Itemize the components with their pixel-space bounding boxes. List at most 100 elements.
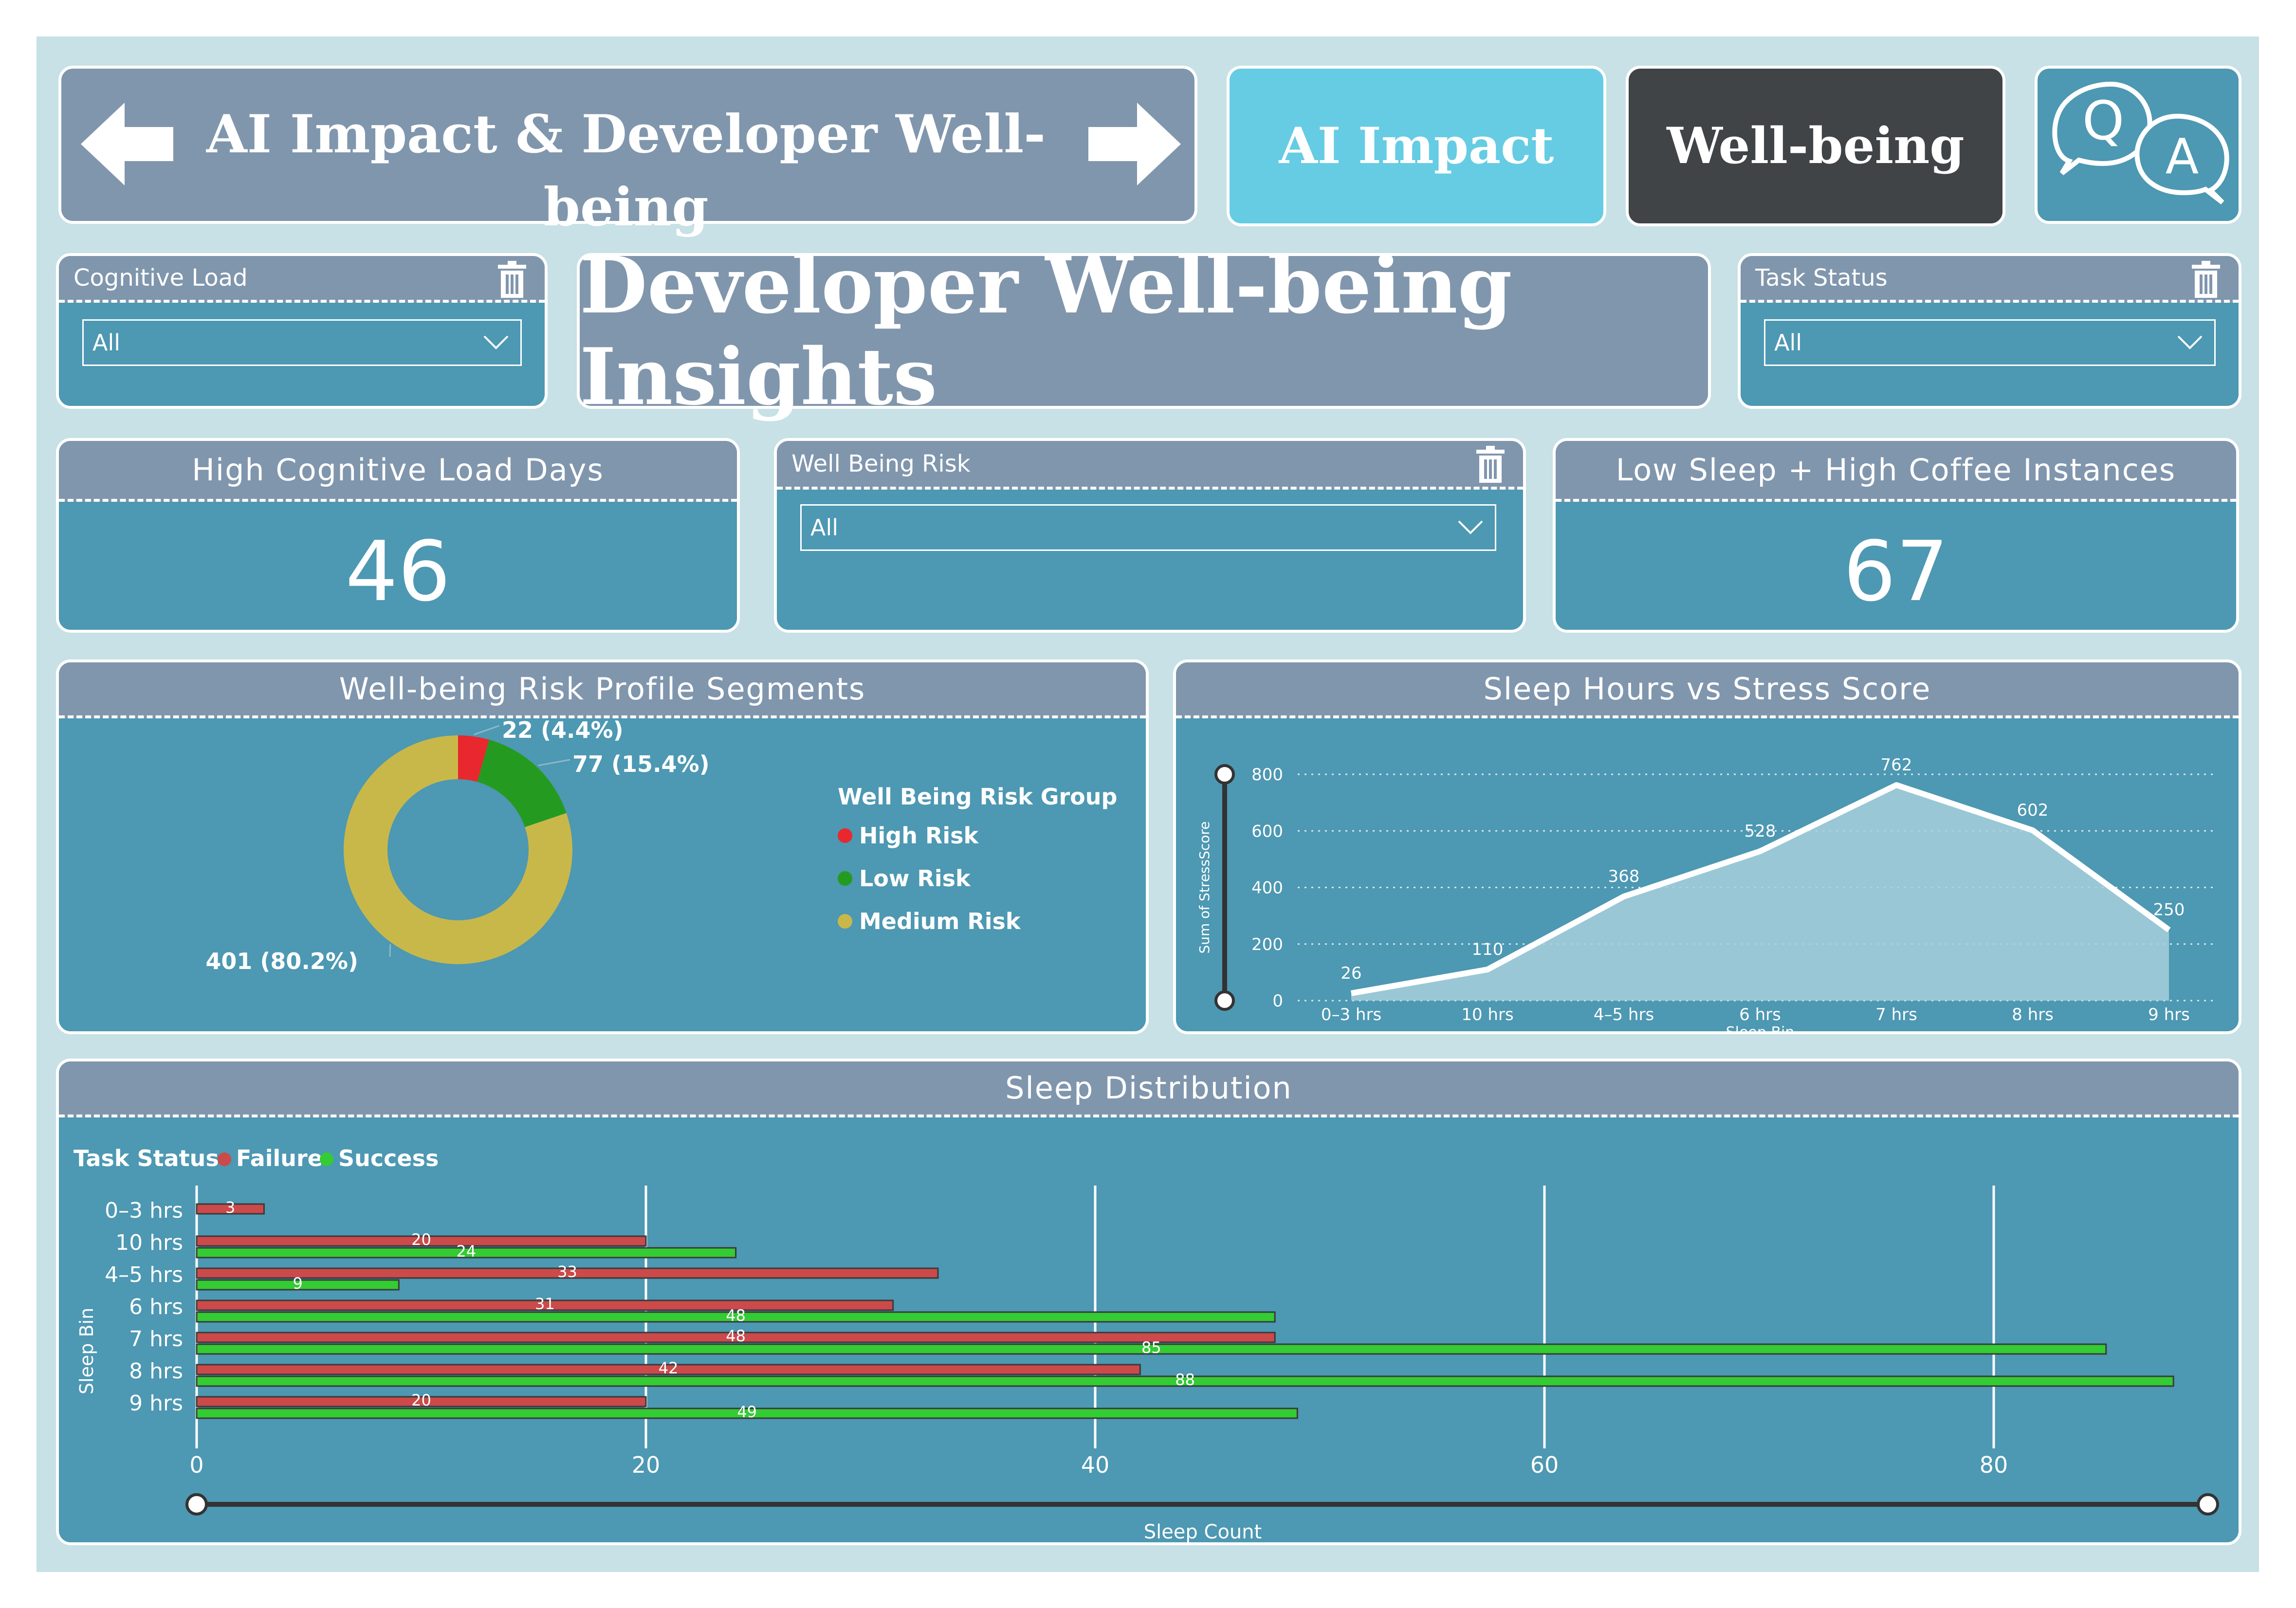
bar-failure [196, 1396, 647, 1407]
bar-legend-label-failure: Failure [236, 1145, 323, 1171]
well-being-risk-label: Well Being Risk [791, 450, 971, 477]
y-tick-label: 9 hrs [129, 1391, 183, 1416]
task-status-label: Task Status [1755, 264, 1888, 292]
forward-arrow-icon[interactable] [1084, 103, 1181, 185]
y-tick-label: 0 [1272, 991, 1283, 1011]
donut-leader-line [538, 759, 570, 767]
x-tick-label: 0 [189, 1452, 203, 1478]
y-tick-label: 800 [1251, 765, 1283, 785]
wellbeing-nav-button[interactable]: Well-being [1626, 66, 2005, 226]
well-being-risk-slicer: Well Being Risk All [774, 438, 1526, 633]
line-data-label: 26 [1341, 964, 1361, 983]
x-tick-label: 80 [1980, 1452, 2008, 1478]
kpi-low-sleep-coffee-title: Low Sleep + High Coffee Instances [1556, 441, 2236, 502]
line-data-label: 368 [1608, 867, 1640, 886]
trash-icon[interactable] [496, 261, 528, 298]
kpi-high-cognitive-load-value: 46 [345, 524, 451, 620]
bar-failure [196, 1364, 1141, 1375]
chevron-down-icon [483, 335, 509, 349]
qa-chat-icon: Q A [2052, 81, 2229, 204]
y-axis-slider-handle [1214, 764, 1235, 785]
series-line [1350, 782, 2171, 996]
qa-q-letter: Q [2082, 90, 2125, 152]
cognitive-load-value: All [92, 329, 121, 356]
bar-data-label: 20 [411, 1391, 431, 1409]
x-axis-slider-handle [2197, 1493, 2219, 1516]
sleep-stress-chart: 0 200 400 600 800 Sum of StressScore 26 110 368 5… [1196, 755, 2218, 1031]
bar-legend-dot [218, 1152, 231, 1166]
kpi-low-sleep-coffee-card: Low Sleep + High Coffee Instances 67 [1553, 438, 2239, 633]
legend-item-medium-risk[interactable]: Medium Risk [838, 900, 1130, 943]
y-tick-label: 8 hrs [129, 1359, 183, 1384]
bar-legend-title: Task Status [73, 1145, 219, 1171]
bar-success [196, 1407, 1298, 1419]
bar-failure [196, 1332, 1276, 1343]
legend-dot [838, 914, 852, 929]
trash-icon[interactable] [2190, 261, 2222, 298]
legend-dot [838, 871, 852, 886]
legend-label: Medium Risk [859, 908, 1021, 934]
bar-failure [196, 1267, 939, 1279]
x-tick-label: 60 [1530, 1452, 1559, 1478]
cognitive-load-dropdown[interactable]: All [82, 319, 522, 366]
y-tick-label: 200 [1251, 935, 1283, 954]
bar-data-label: 24 [456, 1242, 476, 1261]
y-tick-label: 7 hrs [129, 1327, 183, 1352]
x-tick-label: 0–3 hrs [1321, 1005, 1381, 1024]
x-tick-label: 6 hrs [1739, 1005, 1781, 1024]
y-axis-title: Sum of StressScore [1196, 821, 1212, 953]
donut-data-label: 401 (80.2%) [205, 948, 358, 974]
kpi-high-cognitive-load-card: High Cognitive Load Days 46 [56, 438, 740, 633]
task-status-dropdown[interactable]: All [1764, 319, 2216, 366]
page-title-panel: Developer Well-being Insights [577, 239, 1711, 422]
well-being-risk-slicer-header: Well Being Risk [777, 441, 1523, 490]
qa-button[interactable]: Q A [2035, 66, 2241, 224]
page-title: Developer Well-being Insights [580, 239, 1512, 422]
area-fill [1351, 785, 2169, 1001]
bar-legend: Task Status Failure Success [73, 1145, 439, 1171]
bar-data-label: 85 [1141, 1338, 1161, 1357]
line-data-label: 602 [2017, 801, 2049, 820]
well-being-risk-dropdown[interactable]: All [800, 504, 1496, 551]
bar-legend-label-success: Success [338, 1145, 439, 1171]
cognitive-load-slicer-header: Cognitive Load [59, 256, 545, 303]
line-data-label: 528 [1745, 822, 1776, 841]
ai-impact-nav-button[interactable]: AI Impact [1227, 66, 1606, 226]
donut-slice-medium-risk [344, 735, 572, 964]
bar-success [196, 1279, 400, 1291]
bar-data-label: 88 [1175, 1370, 1195, 1389]
legend-item-high-risk[interactable]: High Risk [838, 814, 1130, 857]
bar-data-label: 33 [557, 1262, 577, 1281]
bar-data-label: 3 [225, 1198, 235, 1217]
kpi-low-sleep-coffee-value: 67 [1843, 524, 1949, 620]
sleep-stress-card: Sleep Hours vs Stress Score 0 200 400 600 80… [1173, 659, 2241, 1034]
bar-data-label: 48 [726, 1327, 746, 1345]
x-tick-label: 9 hrs [2148, 1005, 2190, 1024]
back-arrow-icon[interactable] [81, 103, 178, 185]
bar-data-label: 20 [411, 1230, 431, 1249]
x-tick-label: 40 [1081, 1452, 1110, 1478]
bar-data-label: 9 [293, 1274, 302, 1293]
risk-legend-title: Well Being Risk Group [838, 784, 1118, 810]
trash-icon[interactable] [1474, 446, 1506, 483]
sleep-distribution-card: Sleep Distribution Task Status Failure Suc… [56, 1059, 2241, 1545]
kpi-high-cognitive-load-title: High Cognitive Load Days [59, 441, 737, 502]
x-tick-label: 8 hrs [2012, 1005, 2054, 1024]
task-status-slicer: Task Status All [1738, 253, 2241, 409]
ai-impact-nav-label: AI Impact [1279, 117, 1554, 175]
bar-failure [196, 1203, 265, 1215]
bar-failure [196, 1299, 894, 1311]
legend-item-low-risk[interactable]: Low Risk [838, 857, 1130, 900]
legend-dot [838, 828, 852, 843]
bar-data-label: 48 [726, 1306, 746, 1325]
cognitive-load-label: Cognitive Load [73, 264, 248, 292]
risk-profile-title: Well-being Risk Profile Segments [59, 662, 1146, 718]
sleep-distribution-chart: Task Status Failure Success 0 20 40 60 80 0–3 hr… [73, 1145, 2219, 1543]
y-tick-label: 600 [1251, 822, 1283, 841]
bar-success [196, 1343, 2107, 1355]
x-axis-slider-handle [185, 1493, 208, 1516]
line-data-label: 762 [1881, 755, 1912, 775]
x-axis-title: Sleep Count [1144, 1521, 1262, 1543]
risk-legend: Well Being Risk Group High Risk Low Risk M… [838, 779, 1130, 943]
qa-a-letter: A [2166, 128, 2199, 185]
